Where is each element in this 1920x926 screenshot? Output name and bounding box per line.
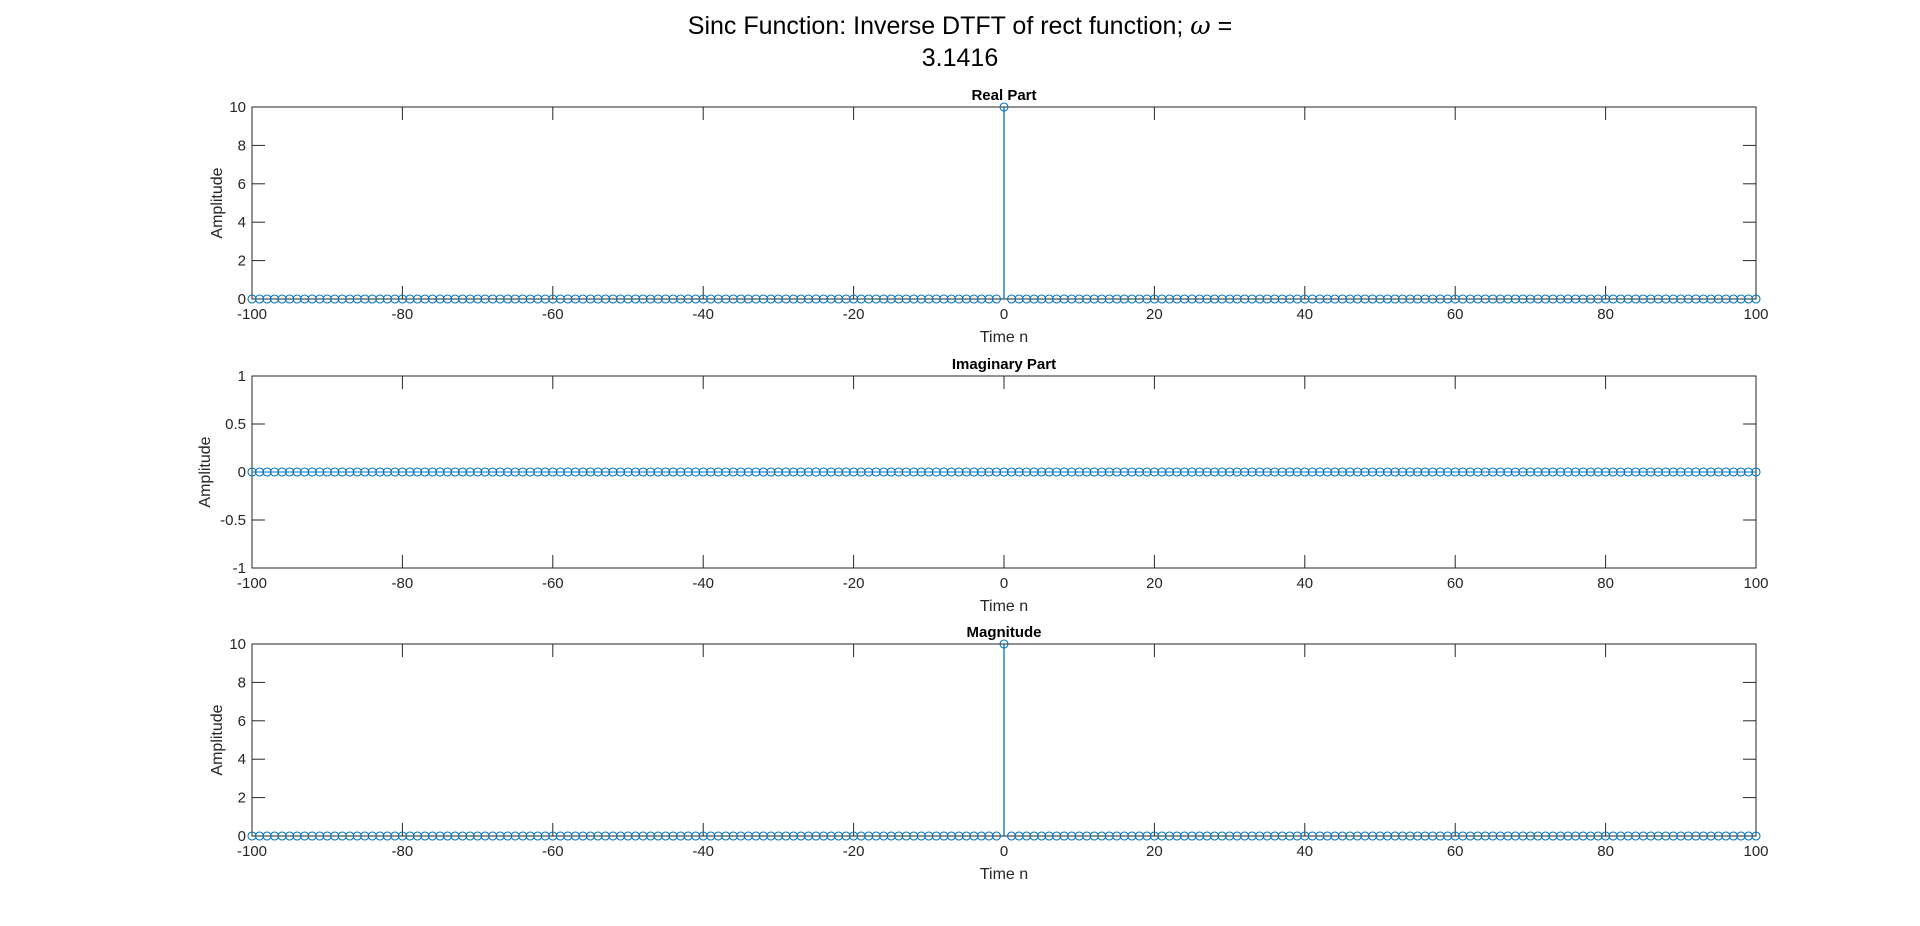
subplot-2-xtick-label: -60 bbox=[542, 575, 564, 592]
subplot-1-stem-marker bbox=[1751, 294, 1761, 304]
subplot-3-ytick-label: 8 bbox=[238, 674, 246, 691]
subplot-3-stem-marker bbox=[991, 831, 1002, 841]
subplot-2-xtick-label: 80 bbox=[1597, 575, 1614, 592]
subplot-3-xtick-label: 80 bbox=[1597, 843, 1614, 860]
subplot-2-title: Imaginary Part bbox=[952, 356, 1056, 373]
subplot-3-xtick-label: -100 bbox=[237, 843, 267, 860]
subplot-1-ytick-label: 2 bbox=[238, 253, 246, 270]
subplot-2-xtick-label: 20 bbox=[1146, 575, 1163, 592]
subplot-2-xtick-label: 40 bbox=[1296, 575, 1313, 592]
subplot-2-ytick-label: 0.5 bbox=[225, 416, 246, 433]
subplot-3-xlabel: Time n bbox=[980, 866, 1028, 883]
subplot-1-ytick-label: 0 bbox=[238, 291, 246, 308]
subplot-1-xtick-label: -20 bbox=[843, 306, 865, 323]
subplot-3-ytick-label: 2 bbox=[238, 790, 246, 807]
omega-symbol: ω bbox=[1190, 11, 1211, 40]
subplot-1-xlabel: Time n bbox=[980, 329, 1028, 346]
subplot-1-ytick-label: 4 bbox=[238, 214, 246, 231]
figure-title-line2: 3.1416 bbox=[921, 44, 999, 72]
figure-title-suffix: = bbox=[1210, 12, 1233, 40]
figure-title: Sinc Function: Inverse DTFT of rect func… bbox=[560, 10, 1360, 74]
subplot-1-xtick-label: 0 bbox=[1000, 306, 1008, 323]
subplot-1-xtick-label: 60 bbox=[1447, 306, 1464, 323]
subplot-1-xtick-label: -60 bbox=[542, 306, 564, 323]
subplot-1-ytick-label: 10 bbox=[229, 99, 246, 116]
subplot-2-ytick-label: 0 bbox=[238, 464, 246, 481]
figure-title-line1: Sinc Function: Inverse DTFT of rect func… bbox=[560, 10, 1360, 42]
subplot-3-xtick-label: 40 bbox=[1296, 843, 1313, 860]
subplot-2-xtick-label: 0 bbox=[1000, 575, 1008, 592]
subplot-3-xtick-label: -60 bbox=[542, 843, 564, 860]
subplot-2-stem-marker bbox=[1751, 467, 1761, 477]
subplot-1-xtick-label: -80 bbox=[392, 306, 414, 323]
subplot-2-xtick-label: -20 bbox=[843, 575, 865, 592]
subplot-1-xtick-label: 100 bbox=[1743, 306, 1768, 323]
subplot-3-xtick-label: 0 bbox=[1000, 843, 1008, 860]
subplot-2-ytick-label: -1 bbox=[233, 560, 246, 577]
subplot-2-xtick-label: -80 bbox=[392, 575, 414, 592]
subplot-2-ytick-label: -0.5 bbox=[220, 512, 246, 529]
subplot-2-ytick-label: 1 bbox=[238, 368, 246, 385]
subplot-3-ytick-label: 4 bbox=[238, 751, 246, 768]
subplot-1-title: Real Part bbox=[971, 87, 1036, 104]
subplot-3-stem-marker bbox=[999, 639, 1009, 649]
subplot-1-stem-marker bbox=[991, 294, 1002, 304]
subplot-3-xtick-label: 100 bbox=[1743, 843, 1768, 860]
subplot-3-ylabel: Amplitude bbox=[209, 704, 226, 775]
subplot-1-xtick-label: -40 bbox=[692, 306, 714, 323]
subplot-3-xtick-label: -20 bbox=[843, 843, 865, 860]
subplot-3-xtick-label: -40 bbox=[692, 843, 714, 860]
subplot-1-stem-marker bbox=[999, 102, 1009, 112]
subplot-1-ytick-label: 8 bbox=[238, 137, 246, 154]
subplot-3-xtick-label: 60 bbox=[1447, 843, 1464, 860]
subplot-1-xtick-label: 20 bbox=[1146, 306, 1163, 323]
subplot-3-stem-marker bbox=[1751, 831, 1761, 841]
subplot-3-ytick-label: 0 bbox=[238, 828, 246, 845]
subplot-2-xtick-label: -40 bbox=[692, 575, 714, 592]
subplot-2-ylabel: Amplitude bbox=[197, 436, 214, 507]
subplot-1-xtick-label: -100 bbox=[237, 306, 267, 323]
figure-title-prefix: Sinc Function: Inverse DTFT of rect func… bbox=[687, 12, 1191, 40]
subplot-1-xtick-label: 80 bbox=[1597, 306, 1614, 323]
subplot-1-ylabel: Amplitude bbox=[209, 167, 226, 238]
subplot-1-xtick-label: 40 bbox=[1296, 306, 1313, 323]
subplot-2-xlabel: Time n bbox=[980, 598, 1028, 615]
subplot-2-xtick-label: 60 bbox=[1447, 575, 1464, 592]
subplot-2-xtick-label: -100 bbox=[237, 575, 267, 592]
subplot-2-xtick-label: 100 bbox=[1743, 575, 1768, 592]
subplot-3-title: Magnitude bbox=[967, 624, 1042, 641]
subplot-3-xtick-label: 20 bbox=[1146, 843, 1163, 860]
subplot-3-ytick-label: 6 bbox=[238, 713, 246, 730]
subplot-1-ytick-label: 6 bbox=[238, 176, 246, 193]
subplot-3-xtick-label: -80 bbox=[392, 843, 414, 860]
subplot-3-ytick-label: 10 bbox=[229, 636, 246, 653]
